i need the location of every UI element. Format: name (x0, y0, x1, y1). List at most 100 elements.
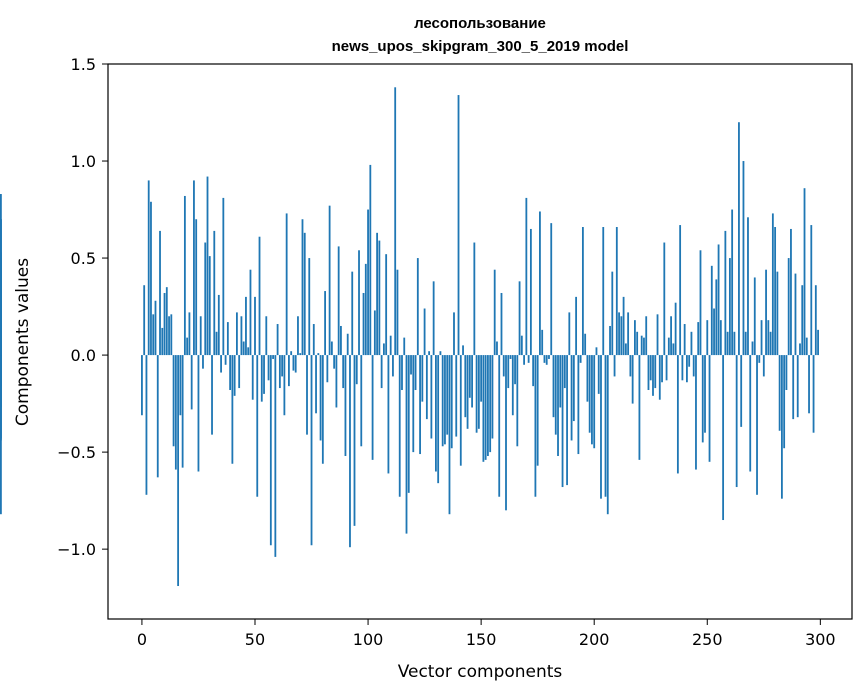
bar-127 (428, 351, 431, 356)
bar-225 (649, 355, 652, 381)
bar-51 (256, 355, 259, 497)
bar-95 (355, 355, 358, 385)
bar-279 (771, 213, 774, 356)
bar-108 (385, 254, 388, 356)
bar-28 (204, 242, 207, 356)
bar-10 (163, 292, 166, 356)
bar-119 (410, 355, 412, 375)
bar-267 (744, 331, 747, 356)
bar-90 (344, 355, 347, 456)
bar-58 (272, 355, 274, 359)
chart-subtitle: news_upos_skipgram_300_5_2019 model (332, 38, 629, 55)
bar-131 (437, 355, 440, 484)
bar-176 (539, 211, 541, 356)
bar-0 (141, 355, 143, 416)
bar-143 (464, 355, 467, 418)
bar-215 (627, 312, 630, 356)
bar-170 (525, 197, 528, 356)
bar-43 (238, 355, 241, 389)
bar-105 (378, 240, 381, 356)
bar-98 (362, 292, 365, 356)
bar-125 (423, 308, 426, 356)
x-tick-label: 150 (466, 630, 497, 649)
bar-235 (672, 343, 675, 356)
bar-22 (190, 355, 193, 410)
bar-81 (324, 291, 326, 356)
bar-19 (183, 195, 186, 356)
bar-226 (652, 355, 654, 396)
y-tick-label: 1.5 (71, 55, 96, 74)
bar-206 (606, 355, 609, 515)
bar-164 (511, 355, 514, 416)
bar-46 (245, 296, 247, 356)
bar-174 (534, 355, 537, 497)
bar-265 (740, 355, 743, 427)
bar-234 (670, 316, 672, 356)
bar-271 (753, 277, 756, 356)
bar-297 (812, 355, 815, 433)
bar-244 (692, 355, 695, 377)
bar-1 (143, 285, 146, 356)
bar-163 (509, 355, 512, 359)
bar-136 (448, 355, 451, 515)
bar-13 (170, 314, 173, 356)
bar-208 (611, 271, 614, 356)
bar-295 (808, 355, 810, 414)
x-tick-label: 50 (245, 630, 265, 649)
bar-116 (403, 337, 406, 356)
bar-133 (441, 355, 444, 447)
bar-282 (778, 355, 781, 431)
bar-182 (552, 355, 555, 418)
bar-145 (468, 355, 471, 398)
bar-291 (799, 343, 801, 356)
bar-270 (751, 341, 754, 356)
bar-32 (213, 230, 216, 356)
bar-277 (767, 320, 770, 356)
bar-255 (717, 244, 720, 356)
bar-151 (482, 355, 485, 462)
bar-7 (156, 355, 159, 478)
bar-undefined (0, 355, 2, 515)
bar-258 (724, 230, 727, 356)
bar-61 (278, 355, 281, 389)
bar-35 (220, 355, 222, 373)
bar-288 (792, 355, 795, 420)
bar-4 (150, 201, 152, 356)
bar-74 (308, 258, 311, 356)
bar-289 (794, 273, 797, 356)
bar-233 (667, 337, 670, 356)
bar-57 (269, 355, 272, 546)
bar-138 (453, 312, 455, 356)
bar-56 (267, 355, 270, 381)
bar-231 (663, 242, 666, 356)
bar-210 (615, 227, 618, 356)
bar-211 (618, 312, 620, 356)
bar-168 (520, 335, 523, 356)
bar-256 (719, 320, 722, 356)
bar-192 (575, 296, 578, 356)
bar-67 (292, 355, 295, 371)
bar-283 (780, 355, 783, 499)
bar-285 (785, 355, 788, 391)
bar-124 (421, 355, 424, 402)
bar-280 (774, 227, 777, 356)
bar-299 (817, 329, 819, 356)
bar-85 (333, 355, 336, 369)
bar-50 (254, 296, 256, 356)
bar-150 (480, 355, 483, 402)
bar-99 (364, 263, 367, 356)
bar-87 (337, 246, 340, 356)
bar-201 (595, 347, 598, 356)
bar-30 (208, 256, 211, 356)
bar-274 (760, 320, 763, 356)
bar-223 (645, 316, 648, 356)
bar-126 (425, 355, 428, 420)
bar-259 (726, 331, 729, 356)
bar-59 (274, 355, 277, 557)
bar-187 (563, 355, 566, 389)
x-tick-label: 250 (692, 630, 723, 649)
bar-121 (414, 355, 417, 391)
bar-245 (695, 355, 697, 470)
x-axis-label: Vector components (398, 662, 563, 682)
bar-66 (290, 351, 293, 356)
